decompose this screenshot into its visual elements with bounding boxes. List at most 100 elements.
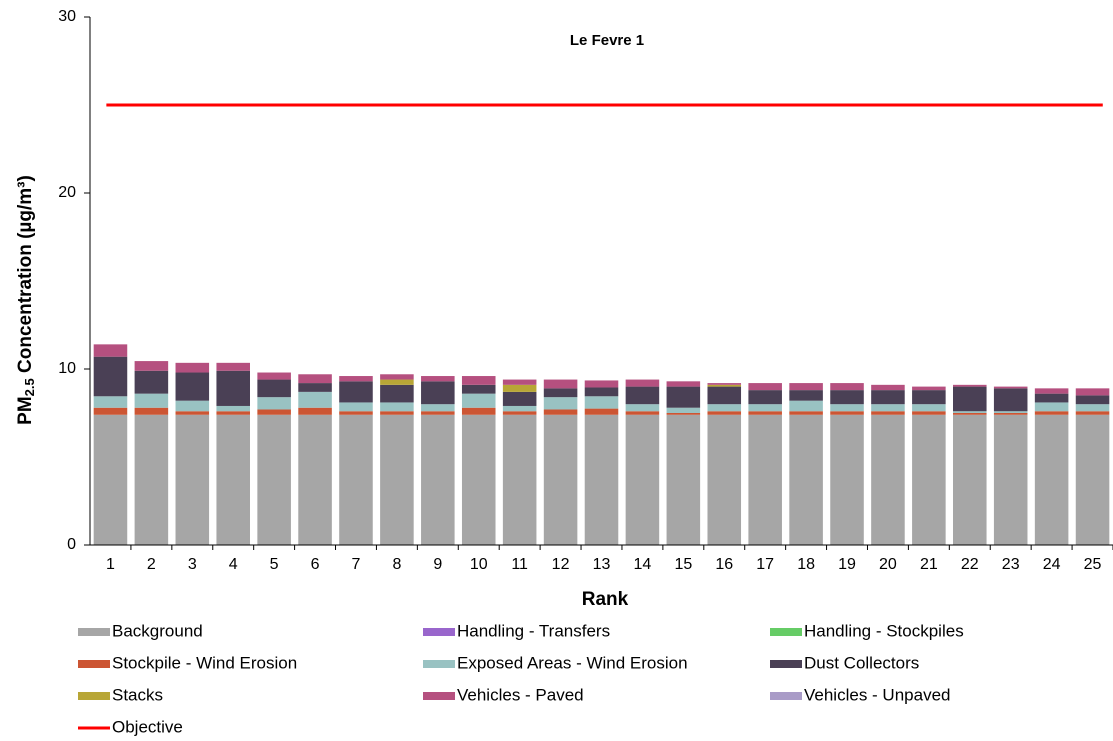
bar-segment xyxy=(625,379,660,387)
legend-label: Objective xyxy=(112,717,183,736)
bar-segment xyxy=(93,344,128,357)
bar-segment xyxy=(461,376,496,385)
bar-segment xyxy=(380,411,414,415)
bar-segment xyxy=(748,390,782,405)
bar-segment xyxy=(175,372,210,401)
bar-segment xyxy=(993,414,1028,545)
legend-label: Exposed Areas - Wind Erosion xyxy=(457,653,688,672)
bar-segment xyxy=(216,370,250,406)
bar-segment xyxy=(953,411,987,413)
x-tick-label: 16 xyxy=(715,556,733,573)
bar-segment xyxy=(1034,414,1069,545)
bar-segment xyxy=(339,376,373,382)
x-tick-label: 4 xyxy=(229,556,238,573)
legend-label: Vehicles - Paved xyxy=(457,685,584,704)
x-tick-label: 22 xyxy=(961,556,979,573)
bar-segment xyxy=(543,409,578,415)
bar-segment xyxy=(502,411,537,415)
bar-segment xyxy=(830,414,864,545)
legend-swatch xyxy=(770,628,802,636)
legend-swatch xyxy=(78,628,110,636)
bar-segment xyxy=(625,404,660,412)
x-tick-label: 11 xyxy=(511,556,528,573)
bar-segment xyxy=(625,411,660,415)
bar-segment xyxy=(871,414,905,545)
bar-segment xyxy=(1034,402,1069,412)
bar-segment xyxy=(461,407,496,415)
bar-segment xyxy=(830,404,864,412)
legend-swatch xyxy=(423,628,455,636)
legend-label: Stacks xyxy=(112,685,163,704)
legend-swatch xyxy=(423,660,455,668)
bar-segment xyxy=(584,380,619,388)
bar-segment xyxy=(175,411,210,415)
legend-label: Handling - Transfers xyxy=(457,621,610,640)
legend-swatch xyxy=(78,692,110,700)
bar-segment xyxy=(543,414,578,545)
bar-segment xyxy=(421,414,455,545)
bar-segment xyxy=(707,404,742,412)
bar-segment xyxy=(298,374,332,384)
x-tick-label: 15 xyxy=(674,556,692,573)
x-tick-label: 17 xyxy=(756,556,774,573)
bar-segment xyxy=(707,414,742,545)
bar-segment xyxy=(584,396,619,409)
bar-segment xyxy=(380,384,414,403)
bar-segment xyxy=(502,384,537,392)
bar-segment xyxy=(502,414,537,545)
bar-segment xyxy=(93,414,128,545)
legend-label: Stockpile - Wind Erosion xyxy=(112,653,297,672)
bar-segment xyxy=(748,414,782,545)
bar-segment xyxy=(912,414,946,545)
bar-segment xyxy=(1075,411,1110,415)
bar-segment xyxy=(789,400,823,412)
legend-swatch xyxy=(423,692,455,700)
bar-segment xyxy=(257,372,291,380)
x-axis-label: Rank xyxy=(582,589,629,610)
bar-segment xyxy=(257,414,291,545)
legend-label: Handling - Stockpiles xyxy=(804,621,964,640)
bar-segment xyxy=(461,393,496,408)
bar-segment xyxy=(134,370,169,394)
y-axis-label: PM2.5 Concentration (µg/m³) xyxy=(15,175,37,425)
bar-segment xyxy=(871,384,905,391)
bar-segment xyxy=(134,407,169,415)
bar-segment xyxy=(134,414,169,545)
bar-segment xyxy=(993,386,1028,389)
x-tick-label: 23 xyxy=(1002,556,1020,573)
x-tick-label: 9 xyxy=(433,556,442,573)
bar-segment xyxy=(625,386,660,405)
bar-segment xyxy=(543,397,578,410)
bar-segment xyxy=(666,386,701,408)
bar-segment xyxy=(175,362,210,373)
bar-segment xyxy=(298,383,332,392)
bar-segment xyxy=(502,391,537,406)
bar-segment xyxy=(175,414,210,545)
bar-segment xyxy=(216,405,250,412)
x-tick-label: 24 xyxy=(1043,556,1061,573)
bar-segment xyxy=(666,381,701,387)
bar-segment xyxy=(830,411,864,415)
bar-segment xyxy=(421,381,455,405)
bar-segment xyxy=(912,411,946,415)
y-tick-label: 20 xyxy=(58,184,76,201)
bar-segment xyxy=(216,414,250,545)
bar-segment xyxy=(1034,411,1069,415)
bar-segment xyxy=(421,404,455,412)
bar-segment xyxy=(134,361,169,371)
bar-segment xyxy=(257,397,291,410)
bar-segment xyxy=(298,391,332,408)
x-tick-label: 21 xyxy=(920,556,938,573)
bar-segment xyxy=(134,393,169,408)
bar-segment xyxy=(584,387,619,397)
bar-segment xyxy=(93,356,128,397)
bar-segment xyxy=(543,379,578,389)
legend-swatch xyxy=(770,660,802,668)
x-tick-label: 20 xyxy=(879,556,897,573)
bar-segment xyxy=(216,411,250,415)
bar-segment xyxy=(339,411,373,415)
bar-segment xyxy=(707,383,742,385)
bar-segment xyxy=(380,379,414,385)
legend-label: Vehicles - Unpaved xyxy=(804,685,950,704)
bar-segment xyxy=(257,409,291,415)
